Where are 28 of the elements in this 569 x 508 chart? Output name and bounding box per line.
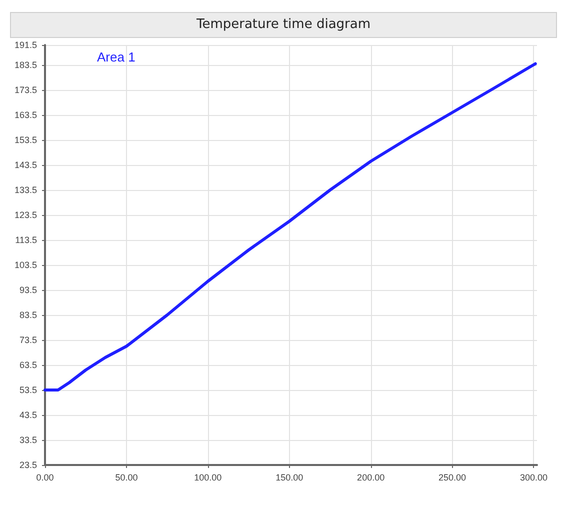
- x-tick-label: 50.00: [115, 472, 138, 482]
- y-tick-label: 33.5: [19, 435, 37, 445]
- chart-title: Temperature time diagram: [10, 12, 557, 38]
- x-tick-label: 300.00: [520, 472, 548, 482]
- y-tick-label: 23.5: [19, 460, 37, 470]
- x-tick-label: 0.00: [36, 472, 54, 482]
- y-tick-label: 93.5: [19, 285, 37, 295]
- y-tick-label: 83.5: [19, 310, 37, 320]
- y-tick-label: 103.5: [14, 260, 37, 270]
- line-series: [44, 62, 537, 392]
- x-tick-label: 250.00: [438, 472, 466, 482]
- y-tick-label: 73.5: [19, 335, 37, 345]
- y-tick-label: 173.5: [14, 85, 37, 95]
- y-tick-label: 63.5: [19, 360, 37, 370]
- y-tick-label: 153.5: [14, 135, 37, 145]
- x-tick-label: 100.00: [194, 472, 222, 482]
- y-tick-label: 143.5: [14, 160, 37, 170]
- y-tick-label: 123.5: [14, 210, 37, 220]
- y-tick-label: 191.5: [14, 40, 37, 50]
- x-tick-label: 200.00: [357, 472, 385, 482]
- text: Area 1: [97, 50, 136, 64]
- x-tick-label: 150.00: [276, 472, 304, 482]
- y-tick-label: 163.5: [14, 110, 37, 120]
- y-tick-label: 133.5: [14, 185, 37, 195]
- y-tick-label: 53.5: [19, 385, 37, 395]
- y-tick-label: 183.5: [14, 60, 37, 70]
- y-tick-label: 113.5: [15, 235, 37, 245]
- y-tick-label: 43.5: [19, 410, 37, 420]
